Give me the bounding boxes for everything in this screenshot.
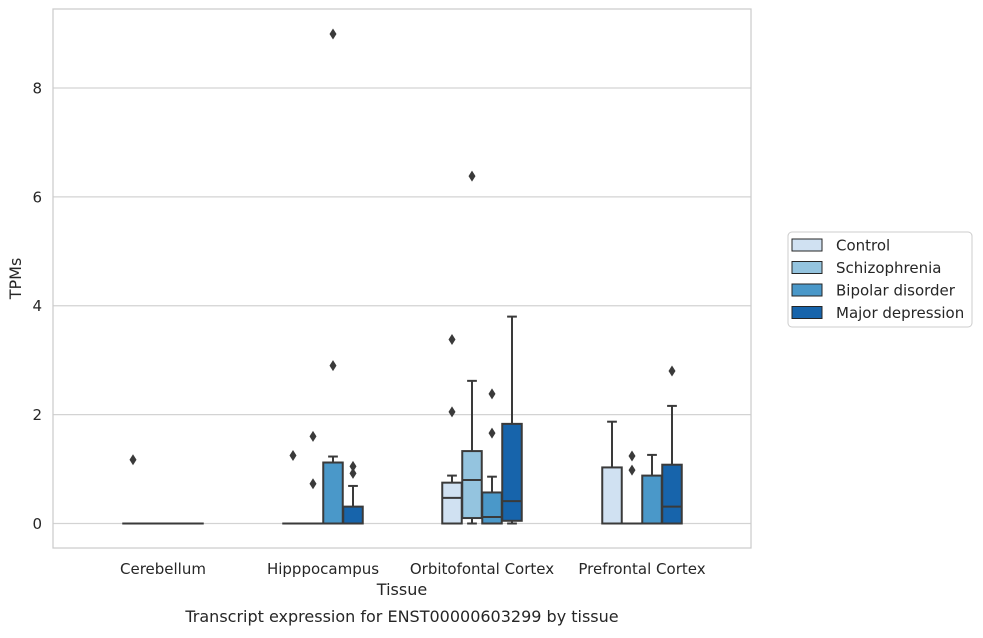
series-control <box>123 334 622 524</box>
x-axis-label: Tissue <box>376 580 427 599</box>
box-plot <box>343 461 363 524</box>
gridlines <box>53 88 751 524</box>
y-tick-label: 2 <box>32 406 42 424</box>
outlier-point <box>310 478 317 489</box>
box-rect <box>323 463 343 524</box>
outlier-point <box>350 461 357 472</box>
outlier-point <box>330 360 337 371</box>
box-plot <box>642 455 662 524</box>
box-rect <box>462 451 482 518</box>
y-tick-label: 0 <box>32 515 42 533</box>
chart-title: Transcript expression for ENST0000060329… <box>184 607 618 626</box>
outlier-point <box>330 29 337 40</box>
box-plot <box>123 454 143 523</box>
box-rect <box>442 483 462 524</box>
legend-swatch <box>792 239 822 251</box>
box-plot <box>462 171 482 524</box>
box-plot <box>502 317 522 524</box>
outlier-point <box>449 406 456 417</box>
x-tick-labels: Cerebellum Hipppocampus Orbitofontal Corte… <box>120 560 706 578</box>
x-tick-label: Prefrontal Cortex <box>578 560 705 578</box>
plot-frame <box>53 9 751 548</box>
outlier-point <box>629 465 636 476</box>
outlier-point <box>629 450 636 461</box>
legend-label: Bipolar disorder <box>836 282 956 300</box>
outlier-point <box>290 450 297 461</box>
legend: Control Schizophrenia Bipolar disorder Majo… <box>788 232 972 327</box>
x-tick-label: Orbitofontal Cortex <box>410 560 554 578</box>
y-tick-label: 8 <box>32 79 42 97</box>
box-plot <box>323 29 343 524</box>
outlier-point <box>130 454 137 465</box>
outlier-point <box>310 431 317 442</box>
box-groups <box>123 29 682 524</box>
series-schizophrenia <box>143 171 642 524</box>
y-tick-label: 4 <box>32 297 42 315</box>
legend-swatch <box>792 262 822 274</box>
box-plot <box>622 450 642 523</box>
series-bipolar-disorder <box>163 29 662 524</box>
box-rect <box>343 507 363 524</box>
legend-label: Major depression <box>836 304 964 322</box>
y-tick-labels: 0 2 4 6 8 <box>32 79 42 533</box>
outlier-point <box>489 388 496 399</box>
y-axis-label: TPMs <box>6 258 25 301</box>
box-rect <box>502 424 522 521</box>
box-rect <box>482 492 502 523</box>
box-rect <box>602 467 622 523</box>
box-plot <box>662 366 682 524</box>
legend-swatch <box>792 284 822 296</box>
box-plot <box>482 388 502 523</box>
outlier-point <box>469 171 476 182</box>
x-tick-label: Hipppocampus <box>267 560 379 578</box>
legend-label: Schizophrenia <box>836 259 941 277</box>
legend-label: Control <box>836 237 890 255</box>
outlier-point <box>669 366 676 377</box>
outlier-point <box>489 428 496 439</box>
box-plot <box>283 450 303 524</box>
y-tick-label: 6 <box>32 188 42 206</box>
box-rect <box>662 465 682 524</box>
box-rect <box>642 476 662 524</box>
box-plot <box>303 431 323 524</box>
box-plot <box>442 334 462 524</box>
outlier-point <box>449 334 456 345</box>
x-tick-label: Cerebellum <box>120 560 206 578</box>
box-plot <box>602 422 622 524</box>
legend-swatch <box>792 307 822 319</box>
